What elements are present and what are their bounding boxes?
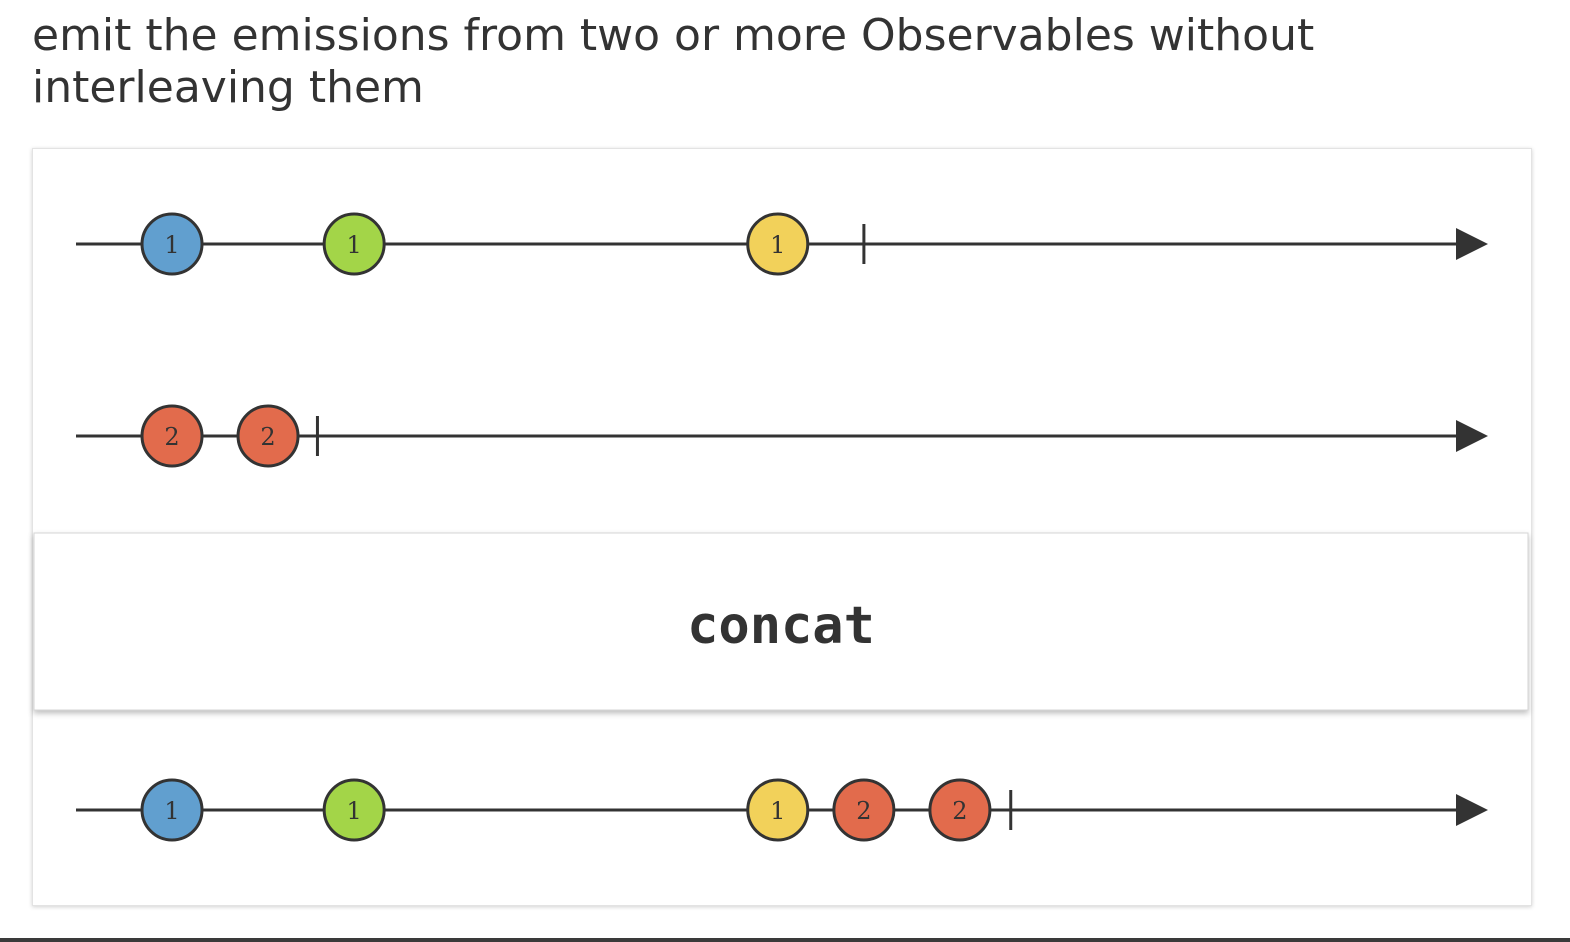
marble-circle	[140, 404, 204, 468]
marble-label: 2	[952, 797, 967, 825]
marble-yellow: 1	[746, 212, 810, 276]
marble-circle	[832, 778, 896, 842]
marble-label: 1	[164, 231, 179, 259]
bottom-divider	[0, 938, 1570, 942]
marble-orange: 2	[832, 778, 896, 842]
marble-label: 2	[856, 797, 871, 825]
marble-orange: 2	[140, 404, 204, 468]
marble-green: 1	[322, 212, 386, 276]
marble-orange: 2	[928, 778, 992, 842]
operator-description: emit the emissions from two or more Obse…	[32, 10, 1315, 113]
marble-label: 1	[347, 797, 362, 825]
marble-blue: 1	[140, 778, 204, 842]
marble-label: 1	[164, 797, 179, 825]
marble-circle	[140, 212, 204, 276]
marble-label: 2	[164, 423, 179, 451]
marble-label: 1	[347, 231, 362, 259]
marble-blue: 1	[140, 212, 204, 276]
marble-label: 1	[770, 797, 785, 825]
marble-circle	[746, 212, 810, 276]
marble-label: 1	[770, 231, 785, 259]
marble-circle	[322, 212, 386, 276]
operator-box-background	[33, 532, 1529, 711]
marble-orange: 2	[236, 404, 300, 468]
marble-circle	[928, 778, 992, 842]
marble-yellow: 1	[746, 778, 810, 842]
operator-box: concat	[33, 532, 1529, 711]
input-timeline-1: 1 1 1	[76, 212, 1488, 276]
marble-circle	[322, 778, 386, 842]
marble-circle	[236, 404, 300, 468]
marble-label: 2	[260, 423, 275, 451]
operator-label: concat	[687, 596, 875, 656]
output-timeline: 1 1 1 2 2	[76, 778, 1488, 842]
marble-green: 1	[322, 778, 386, 842]
arrow-head-icon	[1456, 794, 1488, 826]
arrow-head-icon	[1456, 420, 1488, 452]
arrow-head-icon	[1456, 228, 1488, 260]
marble-circle	[746, 778, 810, 842]
marble-circle	[140, 778, 204, 842]
